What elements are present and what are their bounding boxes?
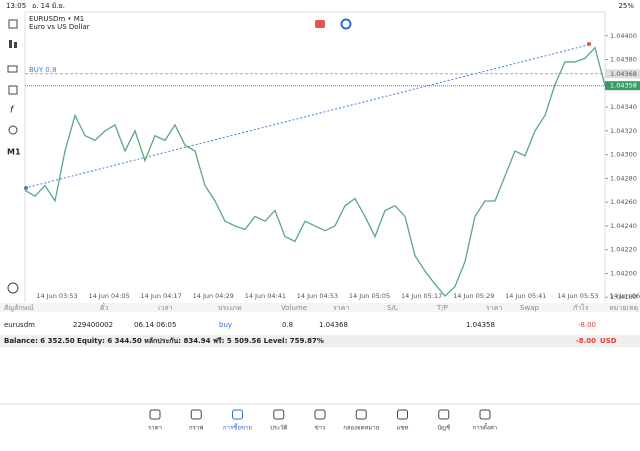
table-cell[interactable]: 06.14 06:05	[134, 321, 176, 329]
time-label: 14 Jun 05:05	[349, 292, 390, 300]
chart-description: Euro vs US Dollar	[29, 23, 90, 31]
column-header: เวลา	[158, 304, 173, 312]
buy-button[interactable]	[340, 18, 352, 30]
table-cell[interactable]: 1.04368	[319, 321, 348, 329]
tab-label[interactable]: แชท	[397, 425, 409, 432]
table-cell[interactable]: buy	[219, 321, 232, 329]
left-toolbar: f M1	[7, 19, 21, 294]
chart-type-tool[interactable]	[9, 40, 12, 48]
tab-label[interactable]: กราฟ	[189, 425, 203, 432]
tab-icon[interactable]	[397, 409, 408, 420]
time-label: 14 Jun 04:41	[245, 292, 286, 300]
column-header: T/P	[436, 304, 448, 312]
price-label: 1.04400	[610, 32, 637, 40]
tab-icon[interactable]	[355, 409, 367, 420]
column-header: หมายเหตุ	[609, 304, 638, 312]
price-label: 1.04180	[610, 293, 637, 301]
tab-label[interactable]: บัญชี	[437, 424, 450, 432]
summary: Balance: 6 352.50 Equity: 6 344.50 หลักป…	[4, 337, 324, 345]
entry-marker	[24, 186, 28, 190]
tab-label[interactable]: ประวัติ	[270, 425, 288, 432]
column-header: ราคา	[486, 304, 502, 312]
time-label: 14 Jun 04:05	[88, 292, 129, 300]
bid-price-box	[605, 81, 640, 91]
summary-currency: USD	[600, 337, 617, 345]
tab-label[interactable]: ข่าว	[315, 425, 326, 432]
time-label: 14 Jun 04:17	[141, 292, 182, 300]
time-label: 14 Jun 05:29	[453, 292, 494, 300]
column-header: ราคา	[333, 304, 349, 312]
time-label: 14 Jun 05:53	[557, 292, 598, 300]
tab-icon[interactable]	[314, 409, 326, 420]
buy-price: 1.04368	[610, 70, 637, 78]
table-cell[interactable]: 229400002	[73, 321, 113, 329]
column-header: S/L	[387, 304, 398, 312]
status-battery: 25%	[618, 2, 634, 10]
table-header-bg	[0, 303, 640, 312]
status-date: อ. 14 มิ.ย.	[32, 2, 65, 10]
timeframe[interactable]: M1	[7, 148, 21, 157]
column-header: ประเภท	[218, 304, 242, 312]
tab-label[interactable]: กล่องจดหมาย	[343, 425, 379, 432]
column-header: ตั๋ว	[100, 303, 109, 312]
price-label: 1.04280	[610, 174, 637, 182]
summary-profit: -8.00	[576, 337, 596, 345]
tab-icon[interactable]	[273, 409, 285, 420]
chart-symbol: EURUSDm • M1	[29, 15, 84, 23]
tab-label[interactable]: ราคา	[148, 425, 162, 432]
price-label: 1.04220	[610, 246, 637, 254]
column-header: Swap	[520, 304, 539, 312]
price-label: 1.04380	[610, 56, 637, 64]
tab-icon[interactable]	[438, 409, 450, 420]
column-header: กำไร	[573, 303, 589, 312]
price-label: 1.04260	[610, 198, 637, 206]
price-line	[24, 46, 606, 298]
settings-tool[interactable]	[8, 85, 18, 95]
crosshair-tool[interactable]	[8, 19, 18, 29]
table-cell[interactable]: 1.04358	[466, 321, 495, 329]
exit-marker	[587, 42, 591, 46]
summary-bg	[0, 335, 640, 347]
table-cell[interactable]: 0.8	[282, 321, 293, 329]
buy-line-label: BUY 0.8	[29, 66, 57, 74]
tab-icon[interactable]	[479, 409, 491, 420]
column-header: สัญลักษณ์	[4, 304, 34, 312]
tab-icon[interactable]	[149, 409, 161, 420]
time-label: 14 Jun 04:29	[193, 292, 234, 300]
time-label: 14 Jun 03:53	[36, 292, 77, 300]
time-label: 14 Jun 06:05	[609, 292, 640, 300]
indicator-tool[interactable]	[7, 65, 18, 73]
table-cell[interactable]: -8.00	[578, 321, 596, 329]
tab-icon[interactable]	[232, 409, 243, 420]
history-tool[interactable]	[7, 282, 19, 294]
price-label: 1.04300	[610, 151, 637, 159]
time-label: 14 Jun 04:53	[297, 292, 338, 300]
trade-link-line	[24, 44, 589, 189]
table-cell[interactable]: eurusdm	[4, 321, 35, 329]
bid-price: 1.04358	[610, 82, 637, 90]
buy-price-box	[605, 69, 640, 79]
price-label: 1.04340	[610, 103, 637, 111]
sell-button[interactable]	[315, 20, 325, 28]
function-tool[interactable]: f	[10, 106, 15, 116]
column-header: Volume	[281, 304, 307, 312]
tab-label[interactable]: การตั้งค่า	[473, 422, 497, 432]
price-label: 1.04200	[610, 269, 637, 277]
tab-label[interactable]: การซื้อขาย	[223, 422, 252, 432]
price-label: 1.04320	[610, 127, 637, 135]
time-label: 14 Jun 05:41	[505, 292, 546, 300]
status-time: 13:05	[6, 2, 26, 10]
objects-tool[interactable]	[8, 125, 18, 135]
time-label: 14 Jun 05:17	[401, 292, 442, 300]
tab-icon[interactable]	[190, 409, 202, 420]
price-label: 1.04240	[610, 222, 637, 230]
